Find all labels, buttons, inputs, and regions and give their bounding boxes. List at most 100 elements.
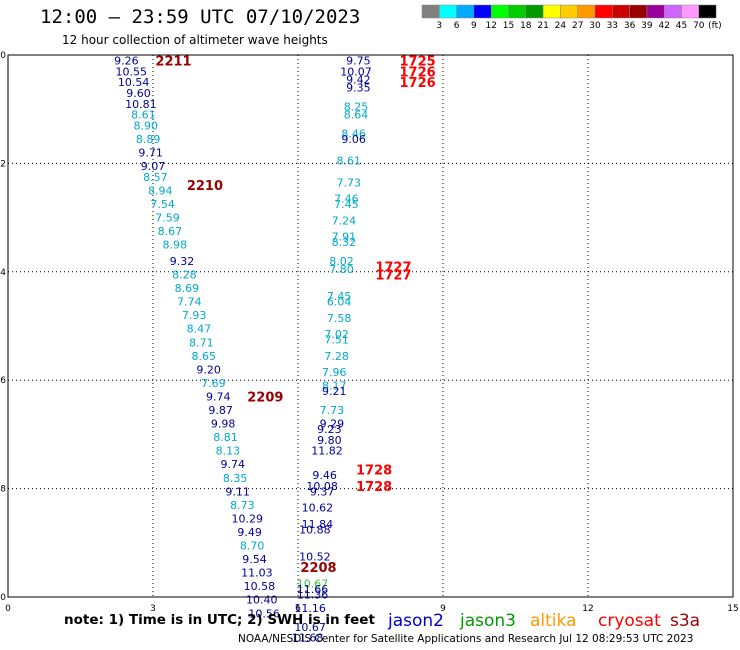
data-point-label: 10.52 — [299, 550, 331, 563]
data-point-label: 9.87 — [208, 404, 233, 417]
data-point-label: 9.29 — [320, 418, 345, 431]
satellite-legend-jason3: jason3 — [459, 611, 516, 631]
data-point-label: 8.64 — [344, 109, 369, 122]
data-point-label: 9.74 — [221, 458, 246, 471]
x-tick-label: 12 — [582, 604, 593, 614]
y-tick-label: -30 — [0, 51, 6, 61]
data-point-label: 8.90 — [134, 119, 159, 132]
track-id-label: 2211 — [155, 54, 191, 69]
x-tick-label: 0 — [5, 604, 11, 614]
track-id-label: 1725 — [400, 54, 436, 69]
legend-swatch — [473, 4, 492, 19]
data-point-label: 7.02 — [324, 328, 349, 341]
data-point-label: 7.24 — [332, 214, 357, 227]
data-point-label: 8.13 — [216, 445, 241, 458]
legend-value-label: 39 — [641, 21, 653, 31]
data-point-label: 9.60 — [126, 87, 151, 100]
track-id-label: 1726 — [400, 76, 436, 91]
legend-swatch — [421, 4, 440, 19]
chart-title: 12:00 – 23:59 UTC 07/10/2023 — [40, 6, 361, 28]
data-point-label: 8.25 — [344, 100, 369, 113]
data-point-label: 8.71 — [189, 336, 214, 349]
data-point-label: 8.57 — [143, 171, 168, 184]
data-point-label: 8.98 — [163, 239, 188, 252]
legend-value-label: 21 — [537, 21, 548, 31]
data-point-label: 9.21 — [322, 385, 347, 398]
data-point-label: 7.59 — [155, 212, 180, 225]
data-point-label: 6.04 — [327, 296, 352, 309]
data-point-label: 8.17 — [322, 380, 347, 393]
data-point-label: 11.68 — [292, 632, 324, 645]
legend-unit-label: (ft) — [708, 21, 722, 31]
data-point-label: 7.46 — [334, 193, 359, 206]
legend-value-label: 36 — [624, 21, 636, 31]
legend-value-label: 30 — [589, 21, 601, 31]
data-point-label: 8.61 — [337, 155, 362, 168]
data-point-label: 8.61 — [131, 109, 156, 122]
data-point-label: 7.73 — [337, 176, 362, 189]
plot-frame — [7, 54, 734, 598]
data-point-label: 7.74 — [177, 296, 202, 309]
data-point-label: 7.51 — [324, 334, 349, 347]
legend-swatch — [560, 4, 578, 19]
data-point-label: 9.07 — [141, 160, 166, 173]
data-point-label: 10.07 — [340, 65, 372, 78]
track-id-label: 2209 — [247, 390, 283, 405]
legend-swatch — [663, 4, 682, 19]
legend-value-label: 6 — [454, 21, 460, 31]
data-point-label: 10.56 — [248, 607, 280, 620]
data-point-label: 7.96 — [322, 366, 347, 379]
footer-credit: NOAA/NESDIS Center for Satellite Applica… — [238, 633, 694, 645]
data-point-label: 10.67 — [294, 621, 326, 634]
legend-value-label: 12 — [485, 21, 496, 31]
data-point-label: 11.03 — [241, 567, 273, 580]
data-point-label: 7.91 — [332, 231, 357, 244]
data-point-label: 7.58 — [327, 312, 352, 325]
x-tick-label: 6 — [295, 604, 301, 614]
legend-value-label: 9 — [471, 21, 477, 31]
legend-swatch — [456, 4, 475, 19]
data-point-label: 9.80 — [317, 434, 342, 447]
data-point-label: 9.98 — [211, 418, 236, 431]
data-point-label: 8.73 — [230, 499, 255, 512]
data-point-label: 9.20 — [196, 363, 221, 376]
data-point-label: 8.65 — [192, 350, 217, 363]
data-point-label: 7.73 — [320, 404, 345, 417]
data-point-label: 8.69 — [175, 282, 200, 295]
satellite-legend-altika: altika — [530, 611, 577, 631]
legend-swatch — [439, 4, 457, 19]
data-point-label: 7.80 — [329, 263, 354, 276]
footer-note: note: 1) Time is in UTC; 2) SWH is in fe… — [64, 612, 375, 628]
data-point-label: 7.69 — [201, 377, 226, 390]
data-point-label: 9.75 — [346, 54, 371, 67]
legend-swatch — [577, 4, 596, 19]
track-id-label: 1727 — [375, 260, 411, 275]
legend-swatch — [646, 4, 665, 19]
x-tick-label: 3 — [150, 604, 156, 614]
x-tick-label: 9 — [440, 604, 446, 614]
data-point-label: 10.58 — [244, 580, 276, 593]
data-point-label: 10.08 — [306, 480, 338, 493]
legend-value-label: 33 — [607, 21, 618, 31]
data-point-label: 8.67 — [158, 225, 183, 238]
data-point-label: 8.28 — [172, 269, 197, 282]
data-point-label: 11.16 — [294, 602, 326, 615]
satellite-legend-s3a: s3a — [670, 611, 700, 631]
data-point-label: 9.06 — [341, 133, 366, 146]
satellite-legend-jason2: jason2 — [387, 611, 444, 631]
data-point-label: 8.89 — [136, 133, 161, 146]
data-point-label: 9.54 — [242, 553, 267, 566]
data-point-label: 9.23 — [317, 423, 342, 436]
track-id-label: 1727 — [375, 269, 411, 284]
data-point-label: 9.37 — [310, 485, 335, 498]
legend-value-label: 27 — [572, 21, 583, 31]
y-tick-label: -38 — [0, 485, 6, 495]
x-tick-label: 15 — [727, 604, 738, 614]
legend-value-label: 3 — [436, 21, 442, 31]
data-point-label: 9.32 — [170, 255, 195, 268]
legend-value-label: 42 — [658, 21, 669, 31]
data-point-label: 7.93 — [182, 309, 207, 322]
legend-swatch — [525, 4, 544, 19]
data-point-label: 8.46 — [341, 128, 366, 141]
data-point-label: 9.49 — [237, 526, 262, 539]
